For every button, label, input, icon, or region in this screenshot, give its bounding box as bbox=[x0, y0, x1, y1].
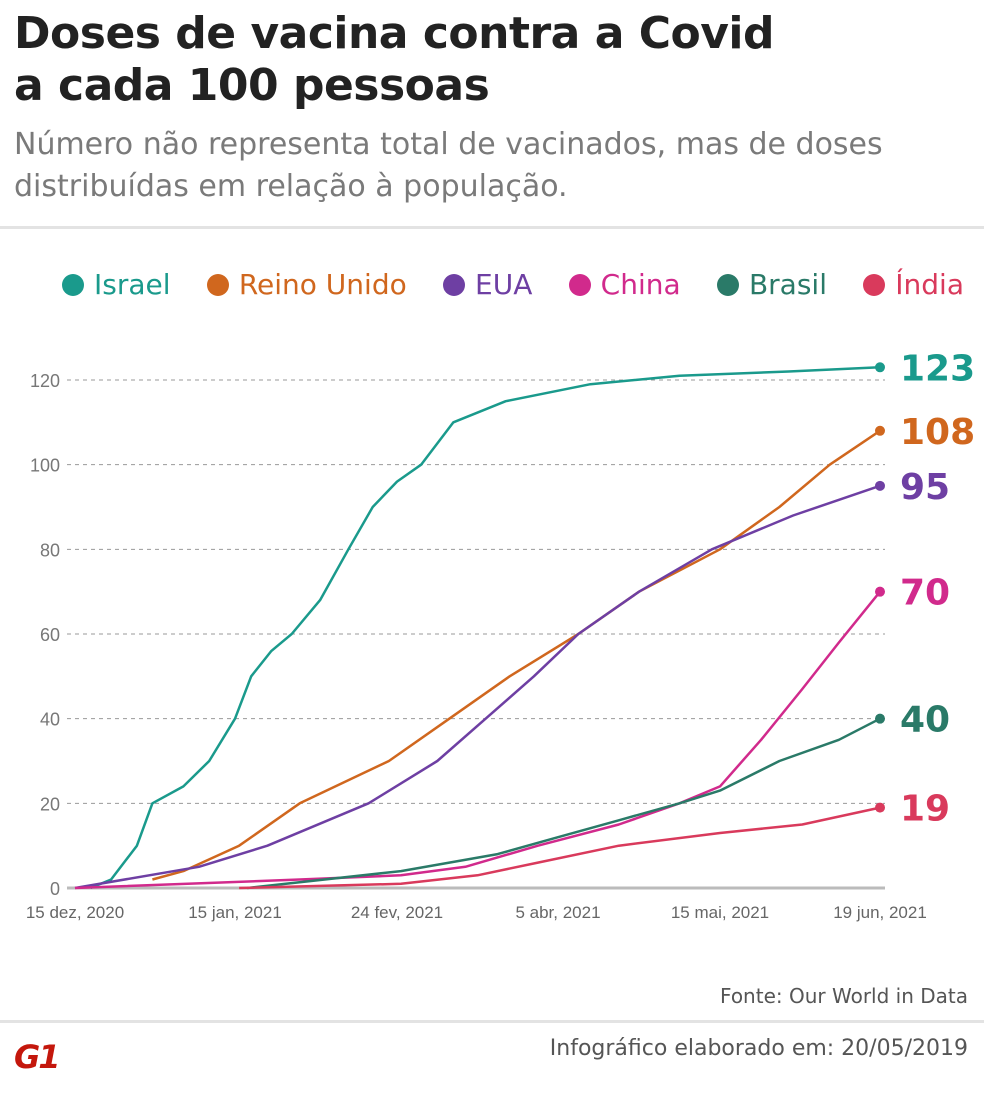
end-value-label: 108 bbox=[900, 412, 975, 453]
end-value-label: 40 bbox=[900, 700, 950, 741]
legend-item-eua: EUA bbox=[443, 268, 532, 301]
x-tick-label: 15 dez, 2020 bbox=[26, 903, 124, 922]
series-line-índia bbox=[239, 806, 881, 890]
x-tick-label: 19 jun, 2021 bbox=[833, 903, 927, 922]
footer-divider bbox=[0, 1020, 984, 1023]
series-line-brasil bbox=[247, 717, 881, 890]
legend-label: EUA bbox=[475, 268, 533, 301]
chart-subtitle: Número não representa total de vacinados… bbox=[14, 127, 883, 204]
y-tick-label: 80 bbox=[40, 540, 60, 560]
legend-label: Reino Unido bbox=[238, 268, 407, 301]
y-tick-label: 0 bbox=[50, 879, 60, 899]
end-point-marker bbox=[875, 586, 885, 597]
end-value-label: 123 bbox=[900, 348, 975, 389]
legend-item-reino-unido: Reino Unido bbox=[206, 268, 407, 301]
end-point-marker bbox=[875, 802, 885, 813]
y-tick-label: 40 bbox=[40, 710, 60, 730]
y-tick-label: 100 bbox=[30, 456, 60, 476]
series-line-israel bbox=[90, 366, 881, 890]
legend: Israel Reino Unido EUA China Brasil Índi… bbox=[62, 268, 964, 301]
legend-label: Israel bbox=[94, 268, 171, 301]
series-line-eua bbox=[74, 484, 881, 890]
legend-label: Brasil bbox=[748, 268, 827, 301]
end-point-marker bbox=[875, 480, 885, 491]
end-value-label: 95 bbox=[900, 467, 950, 508]
source-note: Fonte: Our World in Data bbox=[720, 984, 968, 1008]
legend-label: Índia bbox=[895, 268, 964, 301]
y-tick-label: 60 bbox=[40, 625, 60, 645]
legend-item-india: Índia bbox=[863, 268, 964, 301]
credit-note: Infográfico elaborado em: 20/05/2019 bbox=[549, 1036, 968, 1061]
y-tick-label: 20 bbox=[40, 794, 60, 814]
chart-title: Doses de vacina contra a Covid a cada 100… bbox=[14, 8, 774, 112]
end-value-label: 70 bbox=[900, 573, 950, 614]
legend-dot bbox=[568, 273, 591, 296]
end-point-marker bbox=[875, 713, 885, 724]
title-line-1: Doses de vacina contra a Covid bbox=[14, 8, 774, 59]
legend-dot bbox=[716, 273, 739, 296]
y-tick-label: 120 bbox=[30, 371, 60, 391]
legend-dot bbox=[863, 273, 886, 296]
end-point-marker bbox=[875, 425, 885, 436]
legend-dot bbox=[206, 273, 229, 296]
series-line-china bbox=[74, 590, 881, 890]
x-tick-label: 24 fev, 2021 bbox=[351, 903, 443, 922]
legend-item-israel: Israel bbox=[62, 268, 171, 301]
end-value-label: 19 bbox=[900, 789, 950, 830]
end-point-marker bbox=[875, 362, 885, 373]
legend-item-china: China bbox=[568, 268, 681, 301]
legend-dot bbox=[62, 273, 84, 296]
title-line-2: a cada 100 pessoas bbox=[14, 60, 490, 111]
x-tick-label: 5 abr, 2021 bbox=[515, 903, 600, 922]
legend-label: China bbox=[600, 268, 681, 301]
x-tick-label: 15 mai, 2021 bbox=[671, 903, 769, 922]
legend-item-brasil: Brasil bbox=[716, 268, 827, 301]
g1-logo: G1 bbox=[14, 1038, 61, 1076]
legend-dot bbox=[443, 273, 466, 296]
divider bbox=[0, 226, 984, 229]
x-tick-label: 15 jan, 2021 bbox=[188, 903, 282, 922]
line-chart: 0 20 40 60 80 100 120 15 dez, 2020 15 jan, 2021 2… bbox=[26, 348, 975, 922]
series-line-reino-unido bbox=[152, 429, 881, 881]
